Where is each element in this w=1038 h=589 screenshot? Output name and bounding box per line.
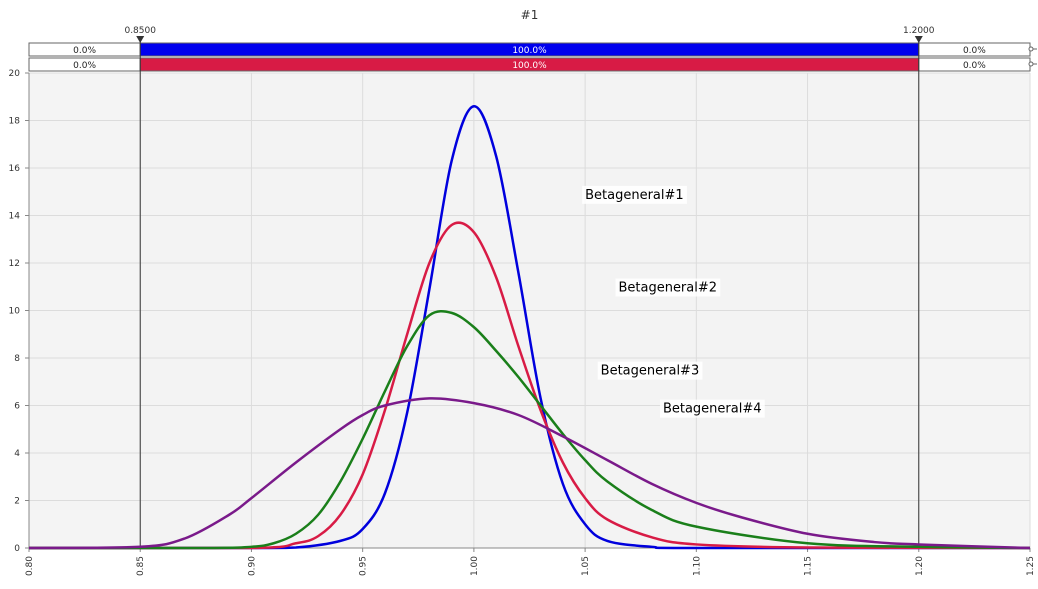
y-tick-label: 2 xyxy=(14,497,20,507)
series-line-3 xyxy=(28,309,1031,550)
x-tick-label: 1.25 xyxy=(1026,556,1036,576)
prob-bar-left-label: 0.0% xyxy=(73,46,96,56)
series-line-1 xyxy=(28,105,1030,550)
prob-bar-handle-dot xyxy=(1028,46,1034,52)
probability-bar: 0.0% 100.0% 0.0% xyxy=(28,57,1037,72)
x-tick-label: 1.15 xyxy=(804,556,814,576)
curve-label-bg xyxy=(615,278,721,297)
prob-bar-middle-label: 100.0% xyxy=(512,46,547,56)
x-tick-label: 0.85 xyxy=(136,556,146,576)
right-delimiter-marker xyxy=(914,36,923,43)
curve-label-text: Betageneral#1 xyxy=(585,188,684,203)
x-tick-label: 1.20 xyxy=(915,556,925,576)
left-delimiter-marker xyxy=(136,36,145,43)
y-tick-label: 16 xyxy=(9,164,21,174)
x-tick-label: 0.90 xyxy=(247,556,257,576)
y-tick-label: 20 xyxy=(9,69,21,79)
y-tick-label: 10 xyxy=(9,307,21,317)
y-tick-label: 14 xyxy=(9,212,21,222)
x-tick-label: 1.10 xyxy=(692,556,702,576)
x-tick-label: 0.80 xyxy=(25,556,35,576)
curve-label-text: Betageneral#3 xyxy=(601,364,700,379)
curve-label-text: Betageneral#2 xyxy=(618,281,717,296)
curve-label-bg xyxy=(659,399,765,418)
series-line-4 xyxy=(28,397,1031,550)
y-tick-label: 4 xyxy=(14,449,20,459)
curve-label-text: Betageneral#4 xyxy=(663,402,762,417)
curve-label-bg xyxy=(597,361,703,380)
chart-title: #1 xyxy=(521,8,539,22)
x-tick-label: 0.95 xyxy=(359,556,369,576)
probability-bar: 0.0% 100.0% 0.0% xyxy=(28,42,1037,57)
curve-label-3: Betageneral#3 xyxy=(597,361,703,380)
series-line-2 xyxy=(28,221,1031,550)
right-delimiter-label: 1.2000 xyxy=(903,26,935,36)
x-tick-label: 1.05 xyxy=(581,556,591,576)
prob-bar-right-label: 0.0% xyxy=(963,46,986,56)
prob-bar-handle-dot xyxy=(1028,61,1034,67)
prob-bar-middle-label: 100.0% xyxy=(512,61,547,71)
y-tick-label: 8 xyxy=(14,354,20,364)
prob-bar-right-label: 0.0% xyxy=(963,61,986,71)
prob-bar-left-label: 0.0% xyxy=(73,61,96,71)
y-tick-label: 12 xyxy=(9,259,20,269)
y-tick-label: 0 xyxy=(14,544,20,554)
y-tick-label: 18 xyxy=(9,117,21,127)
curve-label-2: Betageneral#2 xyxy=(615,278,721,297)
curve-label-1: Betageneral#1 xyxy=(582,185,687,204)
left-delimiter-label: 0.8500 xyxy=(124,26,156,36)
curve-label-4: Betageneral#4 xyxy=(659,399,765,418)
curve-label-bg xyxy=(582,185,687,204)
y-tick-label: 6 xyxy=(14,402,20,412)
x-tick-label: 1.00 xyxy=(470,556,480,576)
